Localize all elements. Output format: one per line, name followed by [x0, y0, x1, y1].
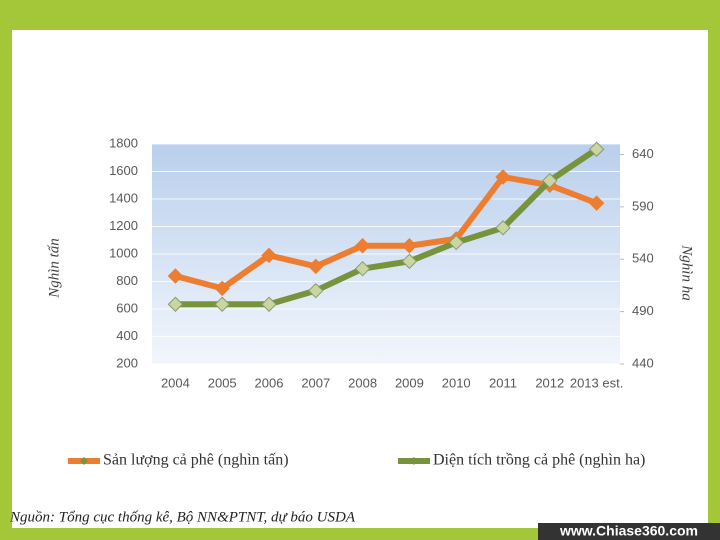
point-marker [308, 258, 324, 275]
y-axis-title: Nghìn tấn [46, 238, 62, 299]
legend-label: Diện tích trồng cả phê (nghìn ha) [433, 452, 645, 469]
x-tick-label: 2006 [255, 375, 284, 390]
point-marker [495, 169, 511, 185]
y2-tick-label: 440 [632, 355, 654, 370]
x-tick-label: 2008 [348, 375, 377, 390]
y2-tick-label: 640 [632, 146, 654, 161]
legend-marker [80, 457, 88, 465]
x-tick-label: 2010 [442, 375, 471, 390]
point-marker [401, 238, 418, 254]
x-tick-label: 2013 est. [570, 375, 624, 390]
point-marker [354, 238, 371, 254]
y2-tick-label: 590 [632, 198, 654, 213]
point-marker [588, 195, 605, 211]
point-marker [495, 220, 511, 236]
watermark: www.Chiase360.com [559, 523, 698, 539]
point-marker [167, 296, 184, 312]
y-tick-label: 1800 [109, 135, 138, 150]
x-tick-label: 2012 [535, 375, 564, 390]
point-marker [261, 296, 277, 312]
y-tick-label: 600 [116, 300, 138, 315]
point-marker [354, 260, 371, 277]
x-tick-label: 2011 [489, 375, 517, 390]
y-tick-label: 1600 [109, 163, 138, 178]
x-tick-label: 2005 [208, 375, 237, 390]
y-tick-label: 400 [116, 328, 138, 343]
y-tick-label: 1000 [109, 245, 138, 260]
y2-axis-title: Nghìn ha [679, 244, 695, 300]
point-marker [214, 296, 230, 312]
series-line [175, 146, 599, 308]
y-tick-label: 200 [116, 355, 138, 370]
watermark-bg [538, 523, 720, 540]
y2-tick-label: 490 [632, 303, 654, 318]
point-marker [167, 268, 184, 284]
y-tick-label: 800 [116, 273, 138, 288]
x-tick-label: 2004 [161, 375, 190, 390]
source: Nguồn: Tổng cục thống kê, Bộ NN&PTNT, dự… [9, 509, 356, 525]
y-tick-label: 1400 [109, 190, 138, 205]
x-tick-label: 2007 [301, 375, 330, 390]
y-tick-label: 1200 [109, 218, 138, 233]
series-line [174, 174, 598, 292]
point-marker [261, 247, 277, 264]
legend-marker [410, 457, 418, 465]
y2-tick-label: 540 [632, 251, 654, 266]
x-tick-label: 2009 [395, 375, 424, 390]
point-marker [448, 234, 464, 251]
legend-label: Sản lượng cả phê (nghìn tấn) [103, 452, 289, 469]
point-marker [308, 282, 324, 299]
point-marker [401, 253, 418, 270]
point-marker [542, 172, 558, 189]
point-marker [214, 280, 230, 297]
point-marker [588, 141, 605, 157]
